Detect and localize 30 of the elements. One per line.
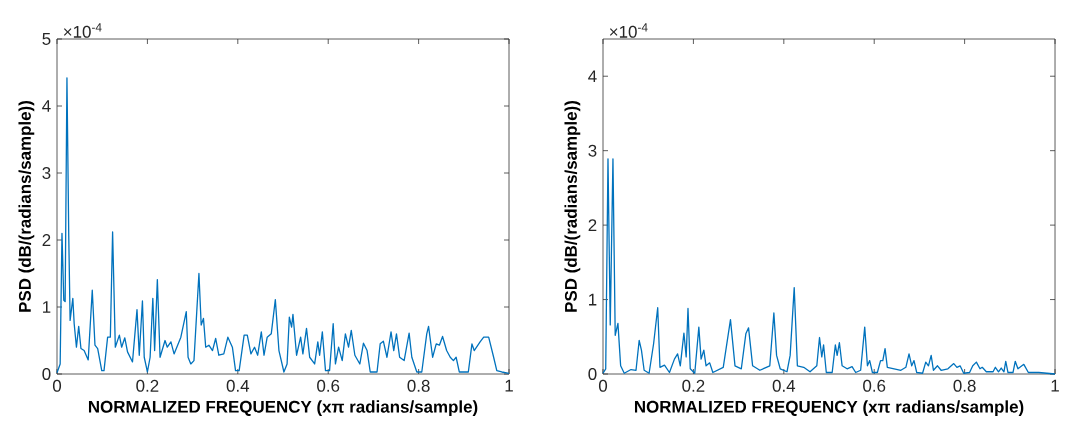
y-tick-label: 4 xyxy=(42,100,51,112)
text: ×10$^{-4}$ xyxy=(609,23,648,38)
x-axis-title: NORMALIZED FREQUENCY (xπ radians/sample) xyxy=(88,400,478,417)
y-tick-label: 2 xyxy=(42,234,51,246)
x-tick-label: 0.6 xyxy=(863,379,886,392)
line-series xyxy=(56,77,510,374)
x-tick-label: 0.6 xyxy=(317,379,340,392)
y-axis-title: PSD (dB/(radians/sample)) xyxy=(564,101,581,312)
y-axis-title: PSD (dB/(radians/sample)) xyxy=(18,101,35,312)
x-tick-label: 0.8 xyxy=(953,379,976,392)
x-axis-title: NORMALIZED FREQUENCY (xπ radians/sample) xyxy=(634,400,1024,417)
x-tick-label: 0.8 xyxy=(407,379,430,392)
x-tick-label: 0 xyxy=(598,379,608,392)
x-tick-label: 1 xyxy=(1051,379,1059,392)
text: ×10$^{-4}$ xyxy=(63,23,102,38)
x-tick-label: 0.2 xyxy=(682,379,705,392)
y-tick-label: 1 xyxy=(589,293,597,306)
x-tick-label: 1 xyxy=(505,379,513,392)
y-tick-label: 2 xyxy=(588,219,597,232)
y-tick-label: 3 xyxy=(588,144,597,157)
y-tick-label: 5 xyxy=(42,33,51,45)
y-tick-label: 4 xyxy=(588,70,597,83)
x-tick-label: 0.4 xyxy=(226,379,250,392)
x-tick-label: 0 xyxy=(52,379,62,392)
y-tick-label: 3 xyxy=(42,167,51,179)
y-tick-label: 0 xyxy=(588,368,597,380)
x-tick-label: 0.2 xyxy=(136,379,159,392)
y-tick-label: 0 xyxy=(42,368,51,380)
x-tick-label: 0.4 xyxy=(772,379,796,392)
y-tick-label: 1 xyxy=(43,301,51,313)
